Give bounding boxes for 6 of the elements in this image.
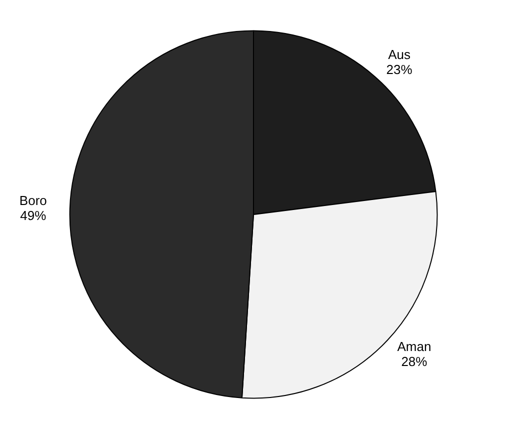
slice-label: Boro xyxy=(19,193,47,208)
data-label: 28% xyxy=(401,354,428,369)
slice-label: Aman xyxy=(397,338,432,354)
data-label: 49% xyxy=(20,208,47,224)
slice-label: Aus xyxy=(388,46,411,62)
data-label: 23% xyxy=(386,62,413,77)
